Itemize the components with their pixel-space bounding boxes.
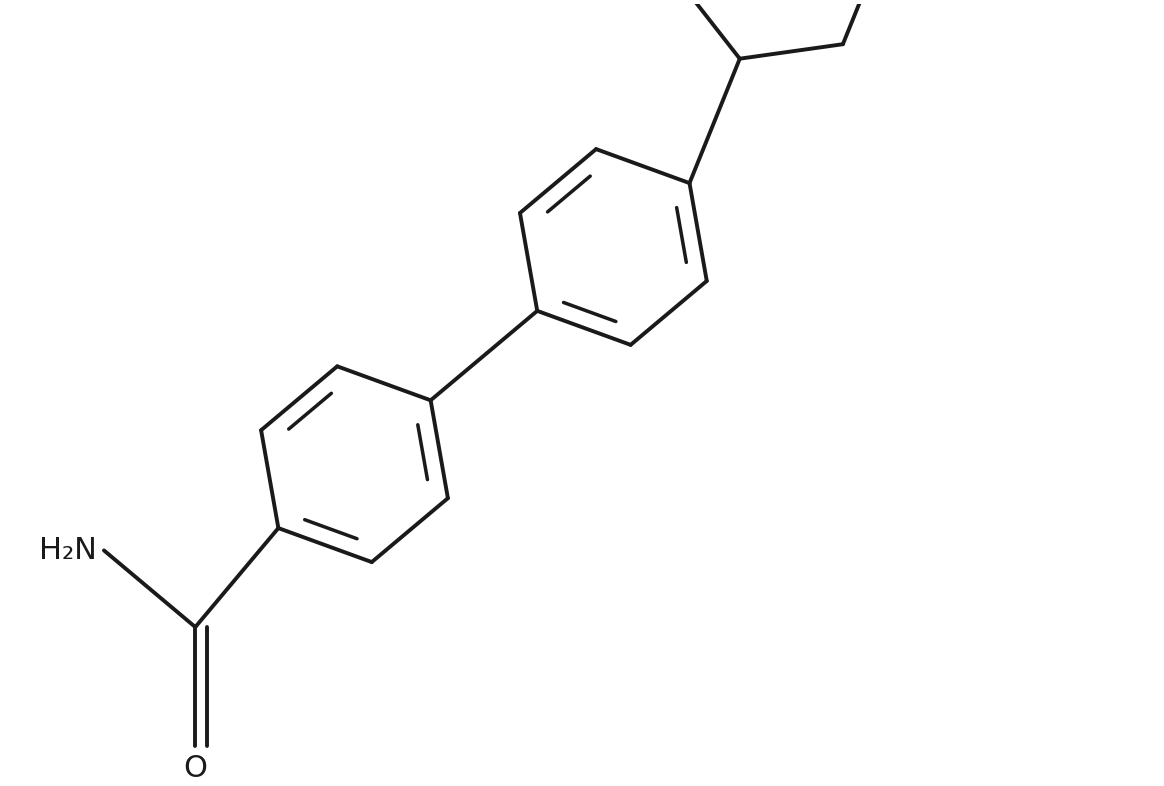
Text: H₂N: H₂N bbox=[38, 536, 97, 565]
Text: O: O bbox=[183, 754, 207, 783]
